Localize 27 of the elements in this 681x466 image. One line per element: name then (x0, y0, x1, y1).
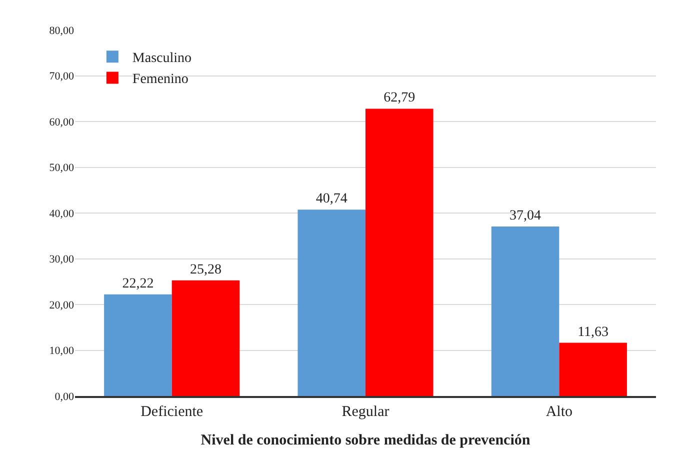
y-tick-label: 0,00 (54, 390, 74, 403)
bar (366, 108, 434, 396)
bar (104, 294, 172, 396)
x-tick-label: Alto (546, 404, 573, 420)
legend-label: Masculino (132, 51, 192, 66)
bar (172, 280, 240, 396)
data-label: 11,63 (578, 324, 609, 340)
data-label: 40,74 (316, 192, 348, 207)
x-tick-label: Regular (342, 404, 390, 420)
y-tick-label: 60,00 (49, 116, 74, 128)
bar (559, 342, 627, 396)
y-tick-label: 70,00 (49, 70, 74, 83)
bar (491, 226, 560, 396)
data-label: 25,28 (190, 262, 222, 278)
y-tick-label: 40,00 (49, 208, 74, 220)
y-tick-label: 10,00 (49, 345, 74, 358)
y-tick-label: 80,00 (49, 24, 74, 37)
data-label: 22,22 (122, 276, 154, 292)
legend-label: Femenino (132, 72, 188, 88)
x-tick-label: Deficiente (140, 404, 204, 420)
x-axis-title: Nivel de conocimiento sobre medidas de prevención (200, 432, 531, 448)
bar (298, 210, 366, 396)
data-label: 37,04 (510, 208, 542, 224)
y-tick-label: 30,00 (49, 254, 74, 266)
y-tick-label: 50,00 (49, 162, 74, 174)
y-tick-label: 20,00 (49, 299, 74, 312)
data-label: 62,79 (384, 90, 416, 106)
